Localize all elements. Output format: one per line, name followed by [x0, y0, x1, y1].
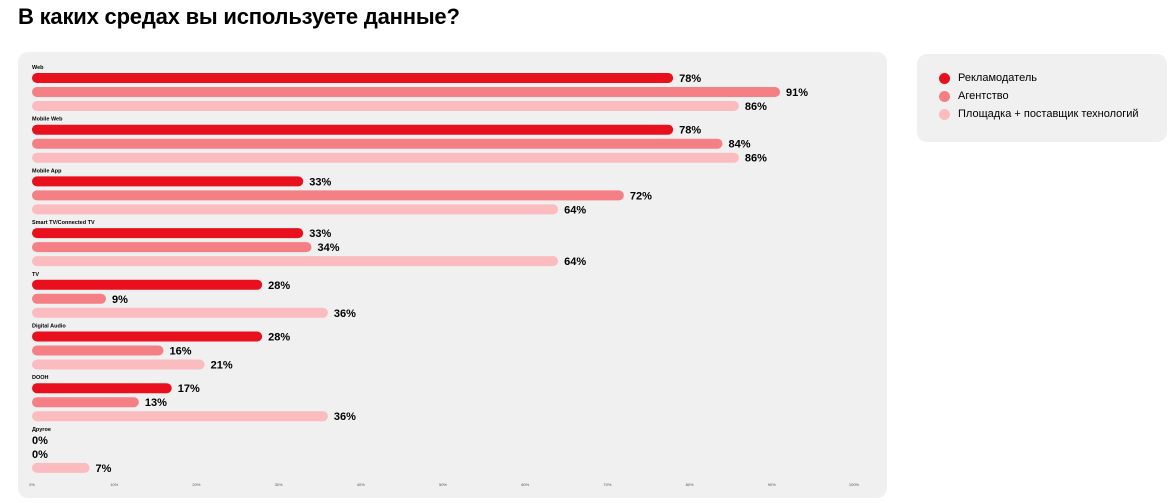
bar-dooh-series-0 — [32, 383, 172, 394]
data-label-web-series-2: 86% — [745, 101, 767, 113]
bar-digital-audio-series-2 — [32, 359, 205, 370]
x-tick-label-4: 40% — [357, 482, 365, 487]
bar-web-series-2 — [32, 101, 739, 111]
x-tick-label-0: 0% — [29, 482, 35, 487]
bar-chart: Web 78% 91% 86% Mobile Web 78% 84% 86% Mobile Ap… — [29, 65, 860, 487]
data-label-dooh-series-0: 17% — [178, 383, 200, 395]
bar-другое-series-2 — [32, 462, 90, 473]
legend: Рекламодатель Агентство Площадка + поста… — [917, 54, 1167, 142]
x-tick-label-10: 100% — [849, 482, 860, 487]
bar-digital-audio-series-0 — [32, 331, 263, 342]
category-label-digital-audio: Digital Audio — [32, 324, 66, 330]
legend-swatch-platform — [939, 108, 950, 120]
x-tick-label-8: 80% — [686, 482, 694, 487]
bar-dooh-series-2 — [32, 411, 328, 422]
data-label-mobile-web-series-2: 86% — [745, 153, 767, 165]
legend-swatch-advertiser — [939, 72, 950, 84]
x-tick-label-3: 30% — [275, 482, 283, 487]
data-label-tv-series-1: 9% — [112, 294, 128, 306]
category-label-mobile-web: Mobile Web — [32, 117, 63, 123]
x-tick-label-5: 50% — [439, 482, 447, 487]
legend-swatch-agency — [939, 90, 950, 102]
data-label-tv-series-2: 36% — [334, 308, 356, 320]
data-label-smart-tv-connected-tv-series-0: 33% — [309, 228, 331, 240]
data-label-smart-tv-connected-tv-series-1: 34% — [317, 242, 339, 254]
legend-label-agency: Агентство — [958, 90, 1009, 102]
data-label-dooh-series-1: 13% — [145, 397, 167, 409]
bar-web-series-1 — [32, 87, 781, 97]
data-label-другое-series-1: 0% — [32, 449, 48, 461]
data-label-web-series-0: 78% — [679, 73, 701, 85]
page-title: В каких средах вы используете данные? — [18, 4, 460, 29]
chart-panel: Web 78% 91% 86% Mobile Web 78% 84% 86% Mobile Ap… — [18, 52, 887, 498]
legend-item-agency: Агентство — [939, 90, 1009, 102]
data-label-smart-tv-connected-tv-series-2: 64% — [564, 256, 586, 268]
bar-mobile-web-series-0 — [32, 124, 674, 135]
data-label-mobile-app-series-2: 64% — [564, 204, 586, 216]
data-label-digital-audio-series-0: 28% — [268, 332, 290, 344]
bar-tv-series-0 — [32, 279, 263, 290]
data-label-dooh-series-2: 36% — [334, 411, 356, 423]
data-label-mobile-web-series-0: 78% — [679, 125, 701, 137]
data-label-digital-audio-series-1: 16% — [170, 346, 192, 358]
bar-mobile-web-series-2 — [32, 152, 739, 163]
data-label-другое-series-2: 7% — [96, 463, 112, 475]
category-label-smart-tv-connected-tv: Smart TV/Connected TV — [32, 220, 95, 226]
legend-item-platform: Площадка + поставщик технологий — [939, 108, 1139, 120]
legend-label-platform: Площадка + поставщик технологий — [958, 108, 1139, 120]
category-label-mobile-app: Mobile App — [32, 168, 62, 174]
category-label-web: Web — [32, 65, 44, 71]
data-label-digital-audio-series-2: 21% — [211, 360, 233, 372]
data-label-tv-series-0: 28% — [268, 280, 290, 292]
bar-tv-series-1 — [32, 293, 106, 304]
bar-mobile-app-series-0 — [32, 176, 304, 187]
bar-tv-series-2 — [32, 307, 328, 318]
bar-digital-audio-series-1 — [32, 345, 164, 356]
x-tick-label-1: 10% — [110, 482, 118, 487]
x-tick-label-7: 70% — [603, 482, 611, 487]
category-label-dooh: DOOH — [32, 375, 49, 381]
category-label-tv: TV — [32, 272, 39, 278]
data-label-mobile-web-series-1: 84% — [728, 139, 750, 151]
bar-web-series-0 — [32, 73, 674, 83]
bar-dooh-series-1 — [32, 397, 139, 408]
x-tick-label-6: 60% — [521, 482, 529, 487]
data-label-другое-series-0: 0% — [32, 435, 48, 447]
bar-smart-tv-connected-tv-series-2 — [32, 256, 559, 267]
bar-mobile-app-series-2 — [32, 204, 559, 215]
bar-smart-tv-connected-tv-series-0 — [32, 228, 304, 239]
data-label-web-series-1: 91% — [786, 87, 808, 99]
x-tick-label-9: 90% — [768, 482, 776, 487]
data-label-mobile-app-series-0: 33% — [309, 176, 331, 188]
legend-label-advertiser: Рекламодатель — [958, 72, 1037, 84]
legend-item-advertiser: Рекламодатель — [939, 72, 1037, 84]
category-label-другое: Другое — [32, 427, 51, 433]
data-label-mobile-app-series-1: 72% — [630, 190, 652, 202]
bar-smart-tv-connected-tv-series-1 — [32, 242, 312, 253]
x-tick-label-2: 20% — [192, 482, 200, 487]
bar-mobile-app-series-1 — [32, 190, 624, 201]
bar-mobile-web-series-1 — [32, 138, 723, 149]
